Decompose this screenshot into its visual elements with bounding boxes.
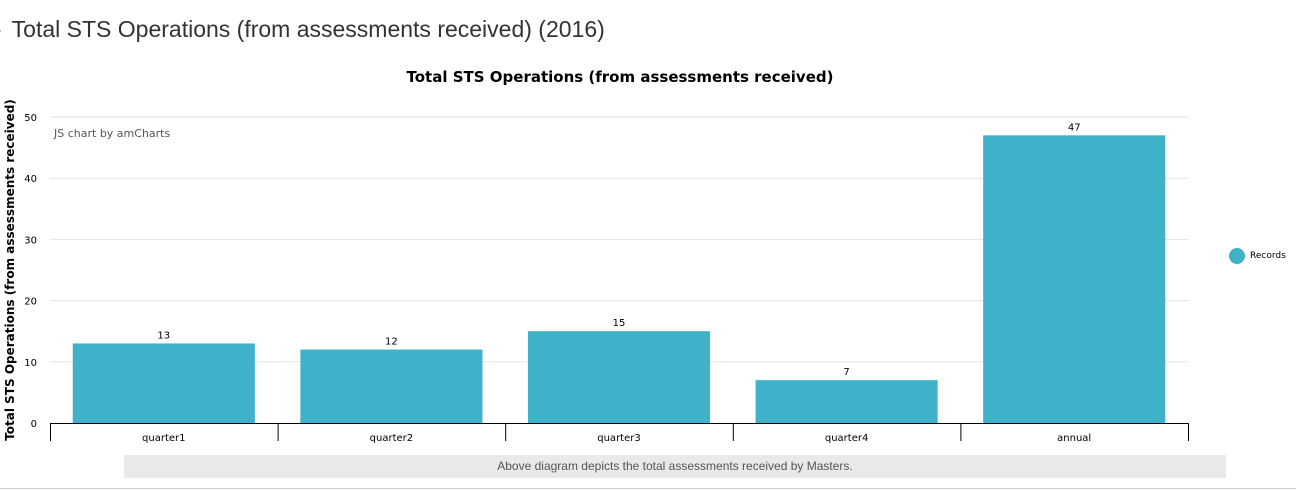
y-tick-label: 20 <box>24 297 37 308</box>
y-tick-label: 10 <box>24 358 37 369</box>
x-tick-label-quarter1: quarter1 <box>142 433 185 444</box>
chart-credit-link[interactable]: JS chart by amCharts <box>54 127 171 140</box>
y-tick-label: 40 <box>24 174 37 185</box>
x-tick-label-quarter3: quarter3 <box>597 433 640 444</box>
x-axis <box>50 423 1189 441</box>
x-tick-label-annual: annual <box>1057 433 1091 444</box>
legend[interactable]: Records <box>1229 248 1286 264</box>
bar-quarter1 <box>72 343 255 423</box>
bar-annual <box>983 135 1166 424</box>
collapse-caret-icon[interactable]: › <box>0 16 2 42</box>
y-tick-label: 50 <box>24 113 37 124</box>
data-label-quarter1: 13 <box>157 330 170 341</box>
bar-quarter3 <box>527 331 711 423</box>
y-axis-ticks: 0 10 20 30 40 50 <box>24 113 37 430</box>
data-label-quarter4: 7 <box>843 367 849 378</box>
legend-label[interactable]: Records <box>1250 251 1286 261</box>
x-tick-label-quarter4: quarter4 <box>825 433 868 444</box>
data-label-quarter3: 15 <box>613 318 626 329</box>
data-label-annual: 47 <box>1068 122 1081 133</box>
x-axis-ticks: quarter1 quarter2 quarter3 quarter4 annual <box>142 433 1091 444</box>
panel-title-text: Total STS Operations (from assessments r… <box>11 16 605 42</box>
bar-quarter4 <box>755 380 938 423</box>
x-tick-label-quarter2: quarter2 <box>370 433 413 444</box>
y-tick-label: 30 <box>24 235 37 246</box>
chart-title: Total STS Operations (from assessments r… <box>406 68 834 86</box>
panel-title[interactable]: › Total STS Operations (from assessments … <box>0 16 605 43</box>
bottom-divider <box>0 488 1296 489</box>
bar-quarter2 <box>300 349 483 423</box>
data-label-quarter2: 12 <box>385 337 398 348</box>
y-tick-label: 0 <box>31 419 37 430</box>
data-labels: 13 12 15 7 47 <box>157 122 1080 378</box>
chart-caption: Above diagram depicts the total assessme… <box>124 455 1226 478</box>
legend-marker-icon[interactable] <box>1229 248 1245 264</box>
bars <box>72 135 1166 424</box>
